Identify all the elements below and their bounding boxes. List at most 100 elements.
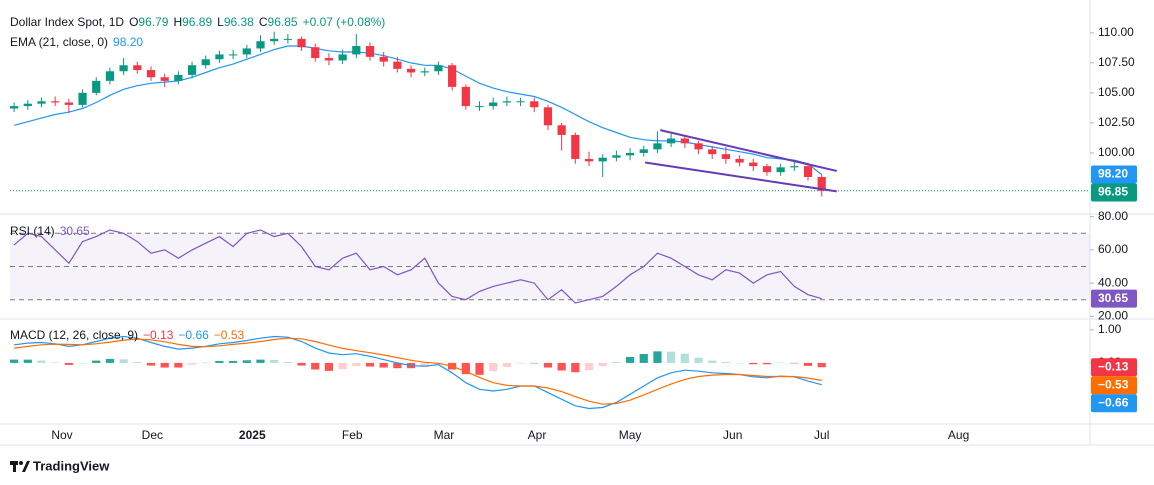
histogram-bar (817, 362, 826, 368)
histogram-bar (612, 361, 621, 363)
candle-body (420, 71, 429, 73)
candle-body (297, 38, 306, 48)
histogram-bar (311, 362, 320, 370)
candle-body (406, 68, 416, 73)
histogram-bar (680, 353, 689, 363)
candle-body (434, 65, 443, 72)
ohlc-item: L96.38 (217, 15, 254, 29)
x-tick-label: Nov (51, 428, 72, 442)
histogram-bar (762, 362, 772, 365)
title: Dollar Index Spot, 1D (10, 15, 125, 29)
y-tick-label: 60.00 (1098, 242, 1128, 256)
x-tick-label: Dec (142, 428, 163, 442)
candle-body (201, 59, 210, 66)
candle-body (133, 65, 142, 71)
histogram-bar (64, 362, 73, 365)
histogram-bar (721, 361, 730, 363)
x-tick-label: Mar (434, 428, 455, 442)
candle-body (119, 65, 128, 72)
histogram-bar (420, 362, 429, 367)
x-tick-label: May (619, 428, 642, 442)
ohlc-key: L (217, 15, 224, 29)
candle-body (146, 70, 156, 78)
candle-body (448, 65, 457, 87)
tv-logo (10, 461, 30, 472)
y-tick-label: 100.00 (1098, 145, 1135, 159)
macd-line (14, 337, 822, 405)
histogram-bar (51, 362, 60, 364)
histogram-bar (242, 360, 251, 363)
histogram-bar (187, 362, 197, 365)
ohlc-value: 96.38 (223, 15, 254, 29)
histogram-bar (584, 362, 594, 371)
candle-body (215, 54, 224, 60)
last-value-box (1091, 289, 1137, 308)
candle-body (530, 101, 539, 108)
ema-legend: EMA (21, close, 0) 98.20 (10, 35, 143, 49)
candle-body (680, 138, 689, 144)
y-tick-label: 102.50 (1098, 115, 1135, 129)
ohlc-value: 96.85 (267, 15, 298, 29)
title: MACD (12, 26, close, 9) (10, 328, 139, 342)
histogram-bar (708, 360, 717, 363)
candle-body (721, 154, 730, 159)
candle-body (105, 71, 115, 81)
ohlc-key: H (173, 15, 183, 29)
candle-body (174, 74, 183, 81)
candle-body (817, 176, 826, 191)
candle-body (612, 155, 621, 158)
last-value-label: 96.85 (1098, 185, 1128, 199)
histogram-bar (105, 358, 115, 363)
histogram-bar (201, 362, 210, 364)
histogram-bar (160, 362, 169, 368)
histogram-bar (571, 362, 580, 373)
x-tick-label: 2025 (239, 428, 266, 442)
histogram-bar (78, 362, 87, 364)
macd-legend: MACD (12, 26, close, 9) −0.13 −0.66 −0.53 (10, 328, 244, 342)
rsi-legend: RSI (14) 30.65 (10, 224, 90, 238)
histogram-bar (557, 362, 566, 371)
candle-body (735, 158, 744, 163)
histogram-bar (735, 362, 744, 364)
macd-value: −0.53 (213, 328, 245, 342)
price-legend: Dollar Index Spot, 1D O96.79 H96.89 L96.38 C… (10, 15, 385, 29)
histogram-bar (489, 362, 498, 372)
histogram-bar (297, 362, 306, 366)
candle-body (516, 101, 525, 103)
candle-body (475, 106, 484, 108)
x-tick-label: Jun (723, 428, 742, 442)
last-value-box (1091, 183, 1137, 202)
candle-body (37, 101, 46, 104)
histogram-bar (37, 360, 46, 363)
last-value-label: 30.65 (1098, 291, 1128, 305)
histogram-bar (475, 362, 484, 375)
histogram-bar (338, 362, 347, 370)
last-value-label: −0.53 (1098, 377, 1129, 391)
rsi-line (13, 229, 822, 304)
ohlc-value: 96.89 (182, 15, 213, 29)
histogram-bar (229, 360, 238, 363)
histogram-bar (543, 362, 553, 368)
histogram-bar (283, 361, 292, 363)
candle-body (242, 48, 251, 55)
candle-body (625, 152, 635, 156)
candle-body (502, 101, 511, 103)
candle-body (461, 86, 470, 107)
last-value-label: 98.20 (1098, 167, 1128, 181)
histogram-bar (776, 362, 785, 364)
candle-body (10, 106, 19, 109)
candle-body (187, 65, 197, 75)
ohlc-item: O96.79 (129, 15, 168, 29)
histogram-bar (10, 359, 19, 363)
candle-body (365, 46, 375, 57)
macd-value: −0.13 (143, 328, 174, 342)
candle-body (270, 38, 279, 42)
candle-body (708, 149, 717, 155)
candle-body (92, 80, 101, 93)
histogram-bar (133, 361, 142, 363)
histogram-bar (256, 359, 265, 363)
candle-body (78, 92, 87, 105)
histogram-bar (516, 362, 525, 364)
